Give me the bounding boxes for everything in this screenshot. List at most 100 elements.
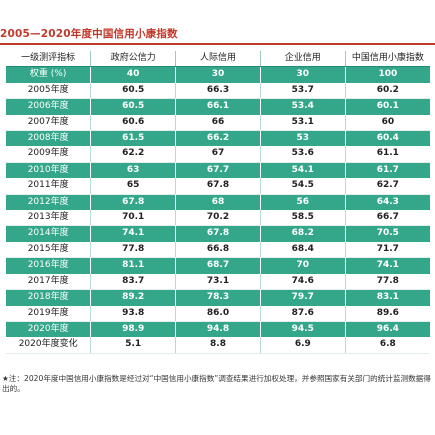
column-header: 人际信用 <box>175 51 261 68</box>
table-cell: 65 <box>90 178 176 195</box>
table-row: 2015年度 77.8 66.8 68.4 71.7 <box>6 241 430 259</box>
table-cell: 68.2 <box>259 225 346 242</box>
table-cell: 78.3 <box>175 289 261 306</box>
table-cell: 68 <box>175 194 261 211</box>
row-label: 2012年度 <box>6 194 91 211</box>
table-cell: 67 <box>175 146 261 163</box>
table-cell: 66.2 <box>175 130 261 147</box>
table-cell: 70.2 <box>175 210 261 227</box>
table-cell: 70 <box>259 257 346 274</box>
row-label: 2016年度 <box>6 257 91 274</box>
table-cell: 62.2 <box>90 146 176 163</box>
table-cell: 6.9 <box>259 337 346 354</box>
table-cell: 67.8 <box>90 194 176 211</box>
row-label: 2020年度 <box>6 321 91 338</box>
table-cell: 60.6 <box>90 114 176 132</box>
table-cell: 77.8 <box>90 241 176 259</box>
table-cell: 64.3 <box>344 194 430 211</box>
table-cell: 66.1 <box>175 98 261 115</box>
table-header-row: 一级测评指标 政府公信力 人际信用 企业信用 中国信用小康指数 <box>6 51 430 68</box>
table-row: 2009年度 62.2 67 53.6 61.1 <box>6 146 430 163</box>
table-cell: 89.2 <box>90 289 176 306</box>
row-label: 2020年度变化 <box>6 337 91 354</box>
table-cell: 67.8 <box>175 178 261 195</box>
table-cell: 58.5 <box>259 210 346 227</box>
table-cell: 67.8 <box>175 225 261 242</box>
table-cell: 94.8 <box>175 321 261 338</box>
table-row: 2019年度 93.8 86.0 87.6 89.6 <box>6 305 430 322</box>
table-cell: 66.7 <box>344 210 430 227</box>
row-label: 2013年度 <box>6 210 91 227</box>
table-cell: 71.7 <box>344 241 430 259</box>
table-cell: 66 <box>175 114 261 132</box>
row-label: 2018年度 <box>6 289 91 306</box>
table-cell: 54.5 <box>259 178 346 195</box>
weight-row: 权重 (%) 40 30 30 100 <box>6 66 430 83</box>
table-cell: 56 <box>259 194 346 211</box>
table-cell: 40 <box>90 66 176 83</box>
table-cell: 100 <box>344 66 430 83</box>
footnote: ★注：2020年度中国信用小康指数是经过对“中国信用小康指数”调查结果进行加权处… <box>2 374 431 393</box>
row-label: 2008年度 <box>6 130 91 147</box>
table-cell: 53.1 <box>259 114 346 132</box>
table-row: 2010年度 63 67.7 54.1 61.7 <box>6 162 430 179</box>
row-label: 2011年度 <box>6 178 91 195</box>
table-cell: 63 <box>90 162 176 179</box>
page-title: 2005—2020年度中国信用小康指数 <box>0 28 178 40</box>
table-row: 2017年度 83.7 73.1 74.6 77.8 <box>6 273 430 291</box>
title-divider <box>0 43 435 45</box>
row-label: 2009年度 <box>6 146 91 163</box>
table-row: 2011年度 65 67.8 54.5 62.7 <box>6 178 430 195</box>
row-label: 2006年度 <box>6 98 91 115</box>
table-cell: 60.1 <box>344 98 430 115</box>
table-cell: 53.7 <box>259 82 346 100</box>
table-cell: 5.1 <box>90 337 176 354</box>
table-row: 2014年度 74.1 67.8 68.2 70.5 <box>6 225 430 242</box>
table-cell: 83.1 <box>344 289 430 306</box>
table-cell: 73.1 <box>175 273 261 291</box>
table-row: 2018年度 89.2 78.3 79.7 83.1 <box>6 289 430 306</box>
table-row: 2005年度 60.5 66.3 53.7 60.2 <box>6 82 430 100</box>
table-cell: 93.8 <box>90 305 176 322</box>
table-cell: 86.0 <box>175 305 261 322</box>
column-header: 政府公信力 <box>90 51 176 68</box>
column-header: 一级测评指标 <box>6 51 91 68</box>
table-cell: 60.2 <box>344 82 430 100</box>
row-label: 2005年度 <box>6 82 91 100</box>
table-cell: 66.3 <box>175 82 261 100</box>
row-label: 2015年度 <box>6 241 91 259</box>
table-cell: 96.4 <box>344 321 430 338</box>
table-cell: 53.6 <box>259 146 346 163</box>
table-cell: 94.5 <box>259 321 346 338</box>
row-label: 2017年度 <box>6 273 91 291</box>
column-header: 企业信用 <box>259 51 346 68</box>
row-label: 2019年度 <box>6 305 91 322</box>
table-cell: 62.7 <box>344 178 430 195</box>
table-cell: 74.6 <box>259 273 346 291</box>
table-cell: 77.8 <box>344 273 430 291</box>
table-cell: 66.8 <box>175 241 261 259</box>
row-label: 2007年度 <box>6 114 91 132</box>
table-cell: 79.7 <box>259 289 346 306</box>
table-cell: 60.4 <box>344 130 430 147</box>
row-label: 权重 (%) <box>6 66 91 83</box>
table-cell: 74.1 <box>90 225 176 242</box>
table-cell: 70.1 <box>90 210 176 227</box>
table-cell: 68.4 <box>259 241 346 259</box>
row-label: 2014年度 <box>6 225 91 242</box>
table-cell: 61.7 <box>344 162 430 179</box>
table-cell: 53 <box>259 130 346 147</box>
table-cell: 87.6 <box>259 305 346 322</box>
table-cell: 60 <box>344 114 430 132</box>
table-row: 2008年度 61.5 66.2 53 60.4 <box>6 130 430 147</box>
table-cell: 60.5 <box>90 98 176 115</box>
table-cell: 81.1 <box>90 257 176 274</box>
credit-index-table: 一级测评指标 政府公信力 人际信用 企业信用 中国信用小康指数 权重 (%) 4… <box>6 51 430 354</box>
table-cell: 70.5 <box>344 225 430 242</box>
table-cell: 60.5 <box>90 82 176 100</box>
table-row: 2020年度变化 5.1 8.8 6.9 6.8 <box>6 337 430 354</box>
table-row: 2007年度 60.6 66 53.1 60 <box>6 114 430 132</box>
table-cell: 30 <box>175 66 261 83</box>
table-cell: 53.4 <box>259 98 346 115</box>
row-label: 2010年度 <box>6 162 91 179</box>
